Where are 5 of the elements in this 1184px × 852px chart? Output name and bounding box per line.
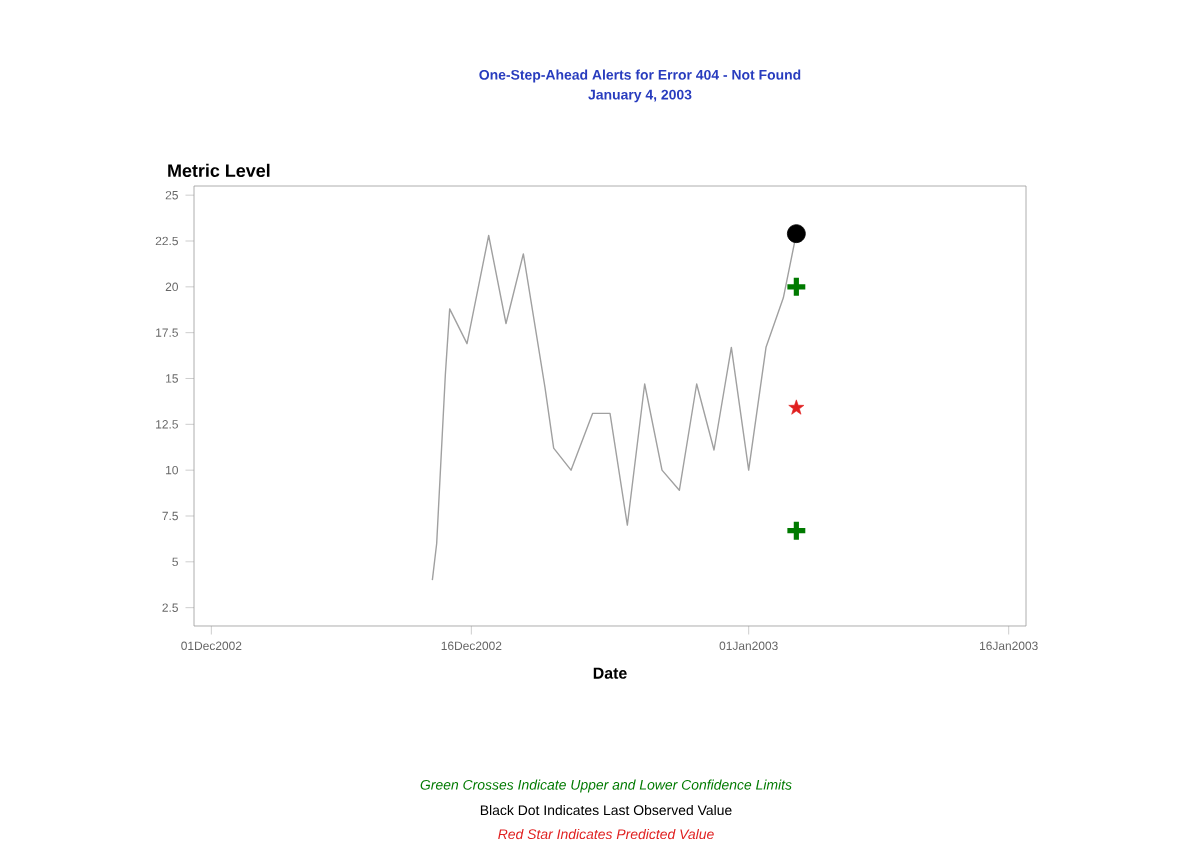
point	[788, 399, 805, 415]
y-axis-title: Metric Level	[168, 163, 270, 177]
point	[786, 224, 806, 244]
point	[784, 519, 808, 543]
point	[784, 275, 808, 299]
